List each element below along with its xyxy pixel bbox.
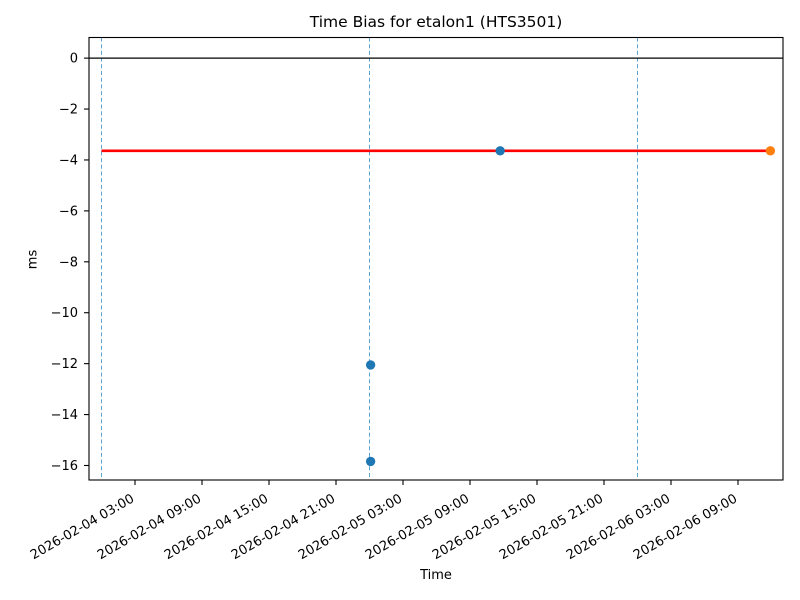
y-tick-label: −12: [51, 357, 78, 372]
y-tick-label: −16: [51, 459, 78, 474]
y-tick-label: −2: [59, 103, 78, 118]
y-tick-label: −4: [59, 153, 78, 168]
y-tick-label: −8: [59, 255, 78, 270]
y-tick-label: −10: [51, 306, 78, 321]
measurements-point: [365, 360, 376, 370]
measurements-point: [495, 146, 505, 156]
chart-title: Time Bias for etalon1 (HTS3501): [309, 13, 563, 31]
y-tick-label: −14: [51, 408, 78, 423]
y-tick-label: 0: [70, 52, 78, 67]
axes-spines: [88, 36, 784, 481]
latest-measurement-point: [765, 146, 776, 156]
x-axis-label: Time: [420, 568, 452, 583]
y-tick-label: −6: [59, 204, 78, 219]
measurements-point: [365, 456, 376, 467]
y-axis-label: ms: [25, 249, 41, 269]
